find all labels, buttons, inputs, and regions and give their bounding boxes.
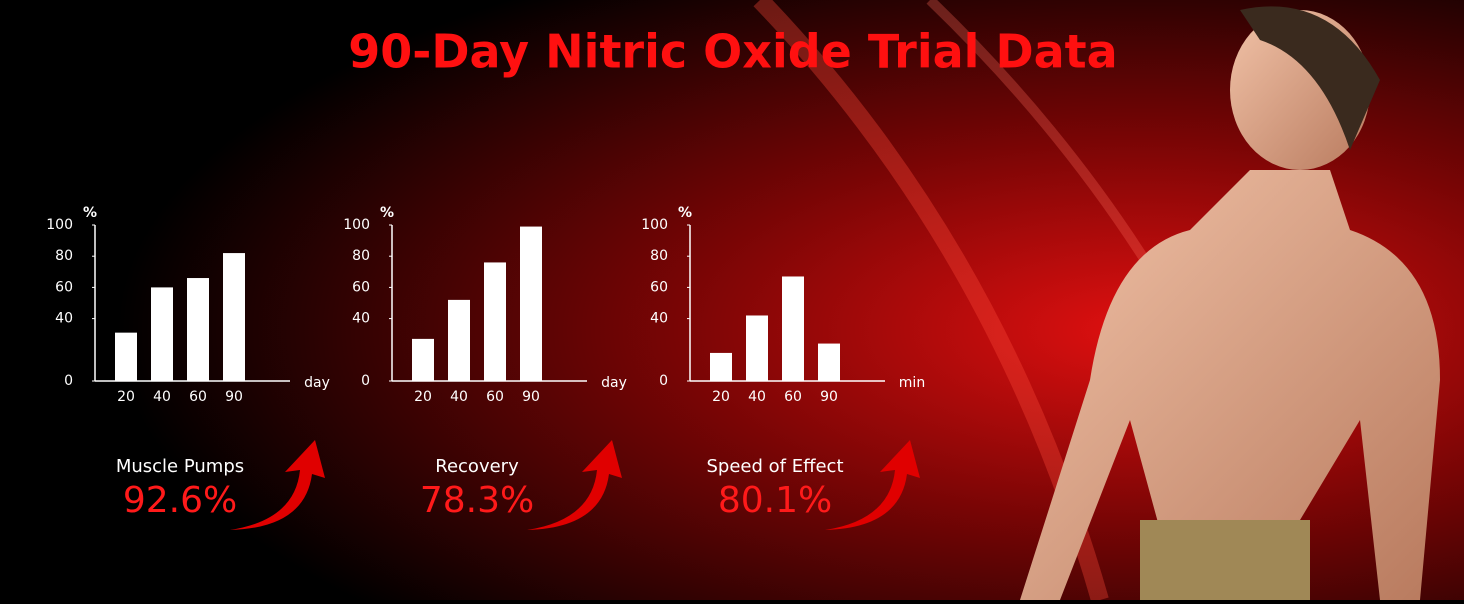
bar-chart: % min 0 40 60 80 100 20 40 60 90 Speed of Effect 80.… [641, 205, 925, 530]
bar [746, 315, 768, 381]
trend-arrow [825, 440, 920, 530]
bar [115, 332, 137, 381]
caption: Speed of Effect [706, 456, 843, 477]
y-tick-label: 60 [55, 279, 73, 295]
y-tick-label: 40 [352, 311, 370, 327]
y-tick-label: 100 [343, 217, 370, 233]
y-tick-label: 60 [650, 279, 668, 295]
y-tick-label: 0 [361, 373, 370, 389]
bar [412, 338, 434, 381]
stat-value: 78.3% [420, 480, 534, 521]
y-tick-label: 100 [46, 217, 73, 233]
bar [151, 287, 173, 381]
x-axis-label: min [899, 375, 925, 391]
y-axis-label: % [678, 205, 692, 221]
y-tick-label: 100 [641, 217, 668, 233]
x-tick-label: 90 [225, 389, 243, 405]
caption: Recovery [435, 456, 519, 477]
trend-arrow [527, 440, 622, 530]
x-tick-label: 20 [414, 389, 432, 405]
x-tick-label: 20 [712, 389, 730, 405]
y-tick-label: 60 [352, 279, 370, 295]
stat-value: 80.1% [718, 480, 832, 521]
x-tick-label: 90 [820, 389, 838, 405]
bar [818, 343, 840, 381]
x-tick-label: 40 [450, 389, 468, 405]
y-tick-label: 80 [55, 248, 73, 264]
stat-value: 92.6% [123, 480, 237, 521]
y-tick-label: 40 [650, 311, 668, 327]
bar [187, 278, 209, 381]
bar-chart: % day 0 40 60 80 100 20 40 60 90 Recovery 78.3% [343, 205, 627, 530]
y-axis-label: % [83, 205, 97, 221]
y-tick-label: 80 [650, 248, 668, 264]
bar [710, 352, 732, 381]
model-figure [1020, 6, 1440, 600]
trend-arrow [230, 440, 325, 530]
x-tick-label: 40 [748, 389, 766, 405]
bar [520, 226, 542, 381]
bar [223, 253, 245, 381]
x-axis-label: day [304, 375, 330, 391]
x-tick-label: 90 [522, 389, 540, 405]
y-axis-label: % [380, 205, 394, 221]
y-tick-label: 0 [64, 373, 73, 389]
y-tick-label: 0 [659, 373, 668, 389]
bar [782, 276, 804, 381]
x-axis-label: day [601, 375, 627, 391]
bar [448, 299, 470, 381]
y-tick-label: 40 [55, 311, 73, 327]
x-tick-label: 60 [784, 389, 802, 405]
x-tick-label: 60 [486, 389, 504, 405]
caption: Muscle Pumps [116, 456, 244, 477]
x-tick-label: 40 [153, 389, 171, 405]
bar-chart: % day 0 40 60 80 100 20 40 60 90 Muscle Pumps 92.6% [46, 205, 330, 530]
page-title: 90-Day Nitric Oxide Trial Data [348, 25, 1117, 79]
bar [484, 262, 506, 381]
x-tick-label: 20 [117, 389, 135, 405]
x-tick-label: 60 [189, 389, 207, 405]
y-tick-label: 80 [352, 248, 370, 264]
